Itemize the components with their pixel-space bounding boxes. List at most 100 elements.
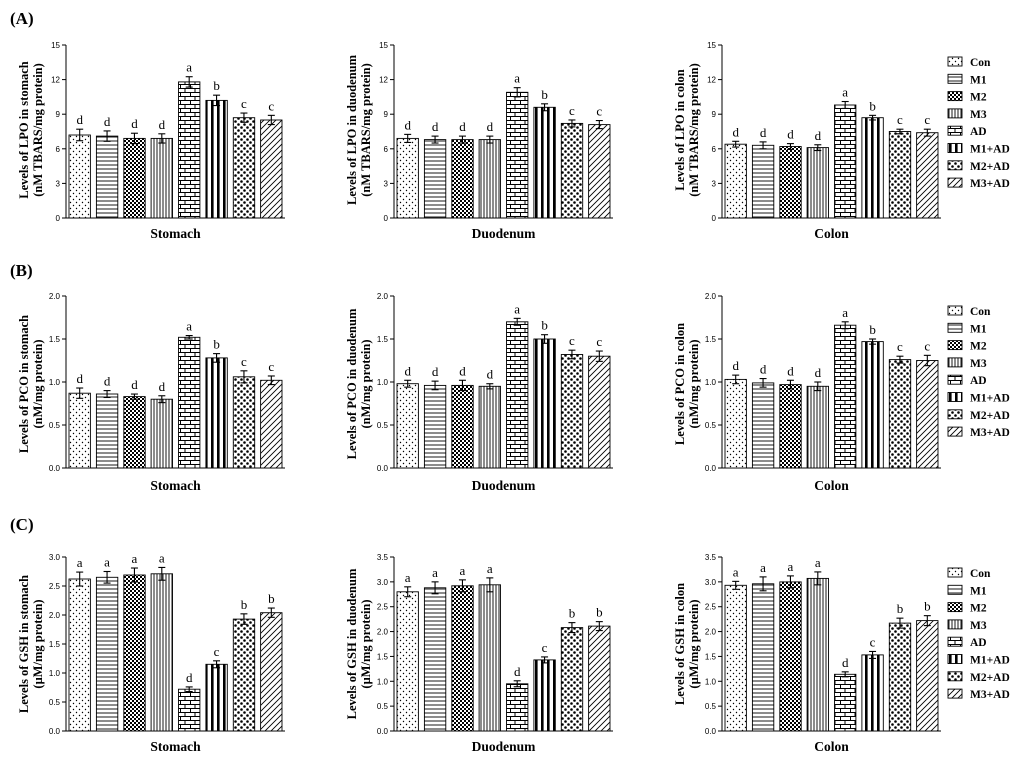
x-axis-label: Duodenum	[472, 478, 537, 493]
legend-swatch	[947, 56, 963, 67]
chart-3: 0.0 0.5 1.0 1.5 2.0 d d d d a b c c Stomach Levels of …	[17, 292, 285, 493]
significance-label: c	[542, 640, 548, 655]
y-tick-label: 15	[51, 41, 60, 50]
significance-label: b	[241, 597, 248, 612]
y-axis-label: Levels of LPO in stomach(nM TBARS/mg pro…	[17, 61, 45, 199]
bar-con	[396, 383, 419, 469]
legend-label: M1	[970, 585, 987, 597]
significance-label: d	[432, 364, 439, 379]
bar-m3-plus-ad	[588, 355, 611, 469]
legend-swatch	[947, 671, 963, 682]
bar-m2	[451, 585, 474, 732]
significance-label: b	[541, 318, 548, 333]
x-axis-label: Stomach	[150, 226, 201, 241]
significance-label: c	[268, 359, 274, 374]
bar-m3	[478, 139, 501, 219]
y-tick-label: 2.0	[49, 292, 61, 301]
significance-label: d	[159, 117, 166, 132]
bar-m2-plus-ad	[232, 117, 256, 219]
significance-label: d	[76, 112, 83, 127]
legend-swatch	[947, 392, 963, 402]
legend-swatch	[947, 73, 963, 84]
significance-label: c	[268, 98, 274, 113]
bar-m1-plus-ad	[861, 654, 884, 732]
chart-1: 0 3 6 9 12 15 d d d d a b c c Duodenum Levels of LPO in…	[345, 41, 613, 241]
bar-m2-plus-ad	[232, 376, 256, 469]
y-tick-label: 0.5	[705, 421, 717, 430]
significance-label: c	[924, 338, 930, 353]
bar-m1	[95, 576, 119, 732]
bar-m1-plus-ad	[205, 663, 228, 732]
bar-m2	[779, 581, 802, 732]
significance-label: a	[842, 85, 848, 100]
y-tick-label: 12	[51, 76, 60, 85]
x-axis-label: Colon	[814, 478, 849, 493]
bar-m2	[451, 139, 474, 219]
significance-label: d	[404, 363, 411, 378]
bar-m1-plus-ad	[861, 117, 884, 219]
significance-label: d	[104, 114, 111, 129]
significance-label: a	[487, 561, 493, 576]
bar-m2-plus-ad	[888, 622, 912, 732]
bar-ad	[506, 91, 529, 219]
significance-label: d	[76, 371, 83, 386]
bar-con	[396, 137, 419, 219]
bar-con	[68, 134, 91, 219]
bar-m3-plus-ad	[260, 119, 283, 219]
y-tick-label: 0.0	[377, 727, 389, 736]
legend-label: Con	[970, 57, 991, 69]
plots-layer: 0 3 6 9 12 15 d d d d a b c c Stomach Levels of LPO in …	[17, 41, 941, 754]
significance-label: a	[514, 301, 520, 316]
y-tick-label: 1.0	[49, 378, 61, 387]
x-axis-label: Stomach	[150, 478, 201, 493]
y-axis-label: Levels of LPO in colon(nM TBARS/mg prote…	[673, 63, 701, 197]
y-axis-label-line: (μM/mg protein)	[359, 599, 373, 688]
legend-label: M3	[970, 358, 987, 370]
y-tick-label: 0.0	[705, 727, 717, 736]
y-axis-label-line: Levels of PCO in colon	[673, 323, 687, 445]
significance-label: c	[897, 112, 903, 127]
legend-label: M3+AD	[970, 689, 1010, 701]
legend-swatch	[947, 91, 963, 102]
chart-6: 0.0 0.5 1.0 1.5 2.0 2.5 3.0 a a a a d c b b Stomach Leve…	[17, 550, 285, 754]
significance-label: a	[815, 555, 821, 570]
y-tick-label: 2.0	[377, 292, 389, 301]
panel-label-b: (B)	[10, 261, 33, 280]
y-tick-label: 15	[707, 41, 716, 50]
significance-label: a	[77, 555, 83, 570]
y-tick-label: 15	[379, 41, 388, 50]
y-tick-label: 2.5	[377, 603, 389, 612]
bar-m2-plus-ad	[560, 627, 584, 732]
legend-swatch	[947, 322, 963, 333]
bar-m3-plus-ad	[916, 620, 939, 732]
y-tick-label: 3	[384, 179, 389, 188]
bar-ad	[506, 683, 529, 732]
chart-7: 0.0 0.5 1.0 1.5 2.0 2.5 3.0 3.5 a a a a d c b b Duodenum…	[345, 553, 613, 754]
y-axis-label-line: Levels of LPO in duodenum	[345, 54, 359, 205]
bar-m2	[779, 146, 802, 219]
significance-label: d	[732, 358, 739, 373]
significance-label: a	[432, 565, 438, 580]
legend-label: M2+AD	[970, 410, 1010, 422]
significance-label: d	[760, 362, 767, 377]
significance-label: d	[732, 124, 739, 139]
y-tick-label: 2.0	[49, 611, 61, 620]
panel-label-c: (C)	[10, 515, 34, 534]
y-axis-label-line: (nM/mg protein)	[359, 340, 373, 429]
y-axis-label-line: Levels of GSH in colon	[673, 583, 687, 705]
significance-label: a	[733, 564, 739, 579]
legend-0: Con M1 M2 M3 AD M1+AD M2+AD M3+AD	[947, 56, 1010, 190]
legend-swatch	[947, 108, 963, 119]
legend-swatch	[947, 567, 963, 578]
legend-label: M2+AD	[970, 161, 1010, 173]
y-tick-label: 2.5	[705, 603, 717, 612]
significance-label: b	[213, 78, 220, 93]
y-axis-label-line: Levels of LPO in stomach	[17, 61, 31, 199]
bar-m3	[150, 398, 173, 469]
legend-label: M1	[970, 74, 987, 86]
y-tick-label: 0.5	[377, 702, 389, 711]
y-axis-label-line: (nM TBARS/mg protein)	[687, 63, 701, 197]
y-tick-label: 1.0	[377, 378, 389, 387]
chart-5: 0.0 0.5 1.0 1.5 2.0 d d d d a b c c Colon Levels of PC…	[673, 292, 941, 493]
y-axis-label-line: (nM/mg protein)	[31, 340, 45, 429]
